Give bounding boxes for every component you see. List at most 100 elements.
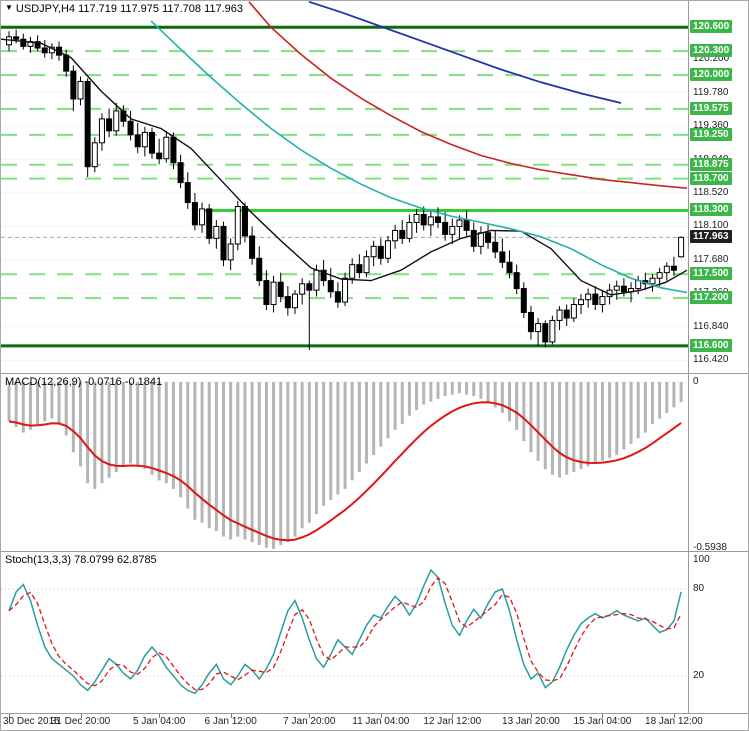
candle-body	[542, 323, 549, 343]
macd-axis-min-label: -0.5938	[693, 542, 727, 553]
candle-body	[170, 136, 177, 164]
candle-body	[649, 277, 656, 285]
candle-body	[377, 245, 384, 259]
candle-body	[470, 229, 477, 247]
symbol-ohlc-readout: USDJPY,H4 117.719 117.975 117.708 117.96…	[15, 3, 244, 15]
price-level-tag: 119.575	[690, 101, 732, 115]
macd-canvas	[1, 381, 688, 549]
stoch-axis-label: 20	[693, 670, 705, 681]
candle-body	[263, 280, 270, 305]
candle-body	[585, 293, 592, 301]
macd-panel[interactable]	[1, 374, 688, 551]
candle-body	[670, 265, 677, 271]
candle-body	[270, 281, 277, 305]
candle-body	[570, 303, 577, 319]
time-tick	[80, 714, 82, 718]
current-price-tag: 117.963	[690, 230, 732, 244]
candle-body	[613, 285, 620, 291]
candle-body	[435, 216, 441, 223]
candle-body	[191, 202, 198, 226]
ma-slow-red-line	[248, 1, 688, 189]
candle-body	[41, 47, 48, 54]
candle-body	[413, 213, 420, 223]
time-axis[interactable]: 30 Dec 2015 31 Dec 20:00 5 Jan 04:00 6 Jan …	[1, 714, 748, 730]
stoch-axis[interactable]: 100 80 20	[689, 552, 748, 713]
candle-body	[520, 288, 527, 313]
candle-body	[599, 296, 606, 305]
candle-body	[656, 272, 663, 279]
candle-body	[98, 118, 105, 144]
candle-body	[406, 221, 413, 239]
time-tick	[530, 714, 532, 718]
price-level-tag: 116.600	[690, 338, 732, 352]
stoch-panel[interactable]	[1, 552, 688, 713]
candle-body	[256, 257, 263, 282]
candle-body	[678, 236, 685, 258]
candle-body	[284, 296, 291, 309]
candle-body	[392, 229, 399, 242]
stoch-canvas	[1, 568, 688, 695]
macd-indicator-label: MACD(12,26,9) -0.0716 -0.1841	[5, 376, 163, 388]
time-tick-label: 6 Jan 12:00	[204, 716, 257, 727]
price-level-tag: 120.000	[690, 68, 733, 82]
price-level-tag: 118.300	[690, 203, 732, 217]
panel-separator[interactable]	[1, 373, 748, 374]
candle-body	[91, 142, 98, 168]
macd-signal-line	[8, 401, 682, 542]
time-tick-label: 13 Jan 20:00	[502, 716, 560, 727]
ma-slowest-blue-line	[308, 1, 622, 104]
candle-body	[227, 243, 234, 261]
price-tick-label: 116.420	[693, 354, 729, 366]
time-tick-label: 11 Jan 04:00	[352, 716, 410, 727]
stoch-signal-line	[8, 576, 682, 691]
price-level-tag: 117.200	[690, 291, 732, 305]
candle-body	[384, 240, 391, 259]
candle-body	[456, 219, 463, 227]
panel-separator	[1, 713, 748, 714]
price-tick-label: 119.780	[693, 86, 729, 98]
candle-body	[363, 256, 370, 274]
symbol-dropdown-icon[interactable]: ▼	[5, 3, 13, 12]
candle-body	[449, 225, 456, 235]
candle-body	[356, 264, 363, 274]
candle-body	[399, 229, 406, 239]
price-tick-label: 117.680	[693, 253, 729, 265]
candle-body	[213, 225, 220, 239]
candle-body	[535, 323, 542, 333]
candle-body	[327, 280, 334, 293]
candle-body	[163, 136, 170, 160]
price-level-tag: 118.875	[690, 157, 732, 171]
ma-mid-teal-line	[150, 20, 688, 294]
candle-body	[63, 54, 70, 72]
candle-body	[292, 293, 298, 309]
candle-body	[70, 70, 77, 100]
candle-body	[556, 309, 563, 321]
time-tick	[159, 714, 161, 718]
time-tick	[452, 714, 454, 718]
candle-body	[220, 225, 227, 261]
panel-separator[interactable]	[1, 551, 748, 552]
candle-body	[620, 285, 627, 293]
time-tick-label: 12 Jan 12:00	[423, 716, 482, 727]
candle-body	[334, 291, 341, 303]
candle-body	[563, 309, 570, 319]
candle-body	[13, 36, 20, 40]
time-tick	[230, 714, 232, 718]
macd-axis[interactable]: 0 -0.5938	[689, 374, 748, 553]
price-level-tag: 119.250	[690, 127, 732, 141]
candle-body	[485, 232, 492, 243]
main-chart-panel[interactable]	[1, 1, 688, 373]
price-level-tag: 120.300	[690, 44, 733, 58]
candle-body	[177, 162, 184, 184]
price-axis[interactable]: 120.200119.780119.360118.940118.520118.1…	[689, 1, 748, 373]
candle-body	[156, 152, 163, 160]
candle-body	[241, 206, 248, 237]
price-tick-label: 119.360	[693, 120, 729, 132]
candle-body	[578, 299, 584, 305]
time-tick	[673, 714, 675, 718]
candle-body	[134, 134, 141, 148]
candle-body	[20, 38, 27, 47]
time-tick	[9, 714, 10, 718]
candle-body	[249, 235, 256, 259]
